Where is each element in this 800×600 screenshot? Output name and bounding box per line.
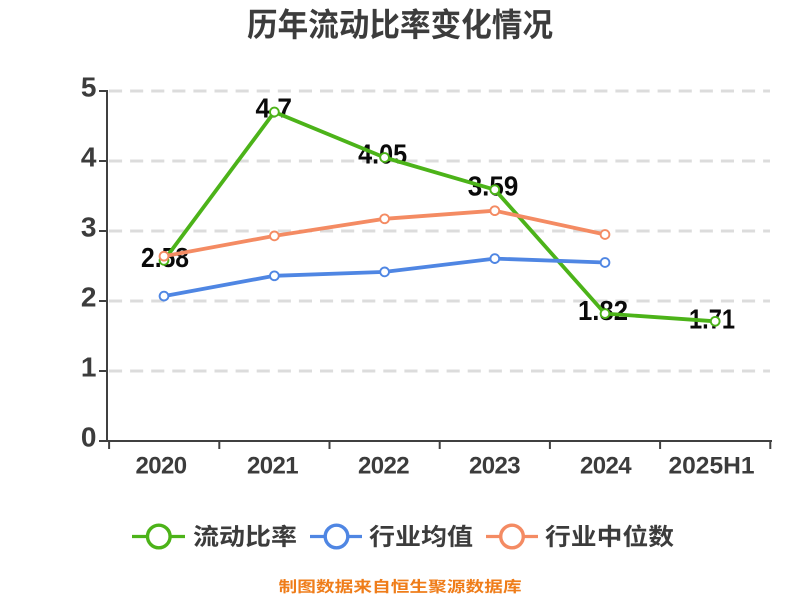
svg-text:1: 1 <box>81 352 97 383</box>
svg-text:2021: 2021 <box>247 452 298 479</box>
svg-text:0: 0 <box>81 422 97 453</box>
svg-text:5: 5 <box>81 72 97 103</box>
svg-text:2: 2 <box>81 282 97 313</box>
svg-text:2022: 2022 <box>358 452 409 479</box>
svg-text:3: 3 <box>81 212 97 243</box>
svg-text:2020: 2020 <box>136 452 187 479</box>
svg-text:2023: 2023 <box>469 452 520 479</box>
svg-text:2025H1: 2025H1 <box>669 452 755 479</box>
svg-text:2024: 2024 <box>580 452 632 479</box>
svg-text:4: 4 <box>81 142 97 173</box>
